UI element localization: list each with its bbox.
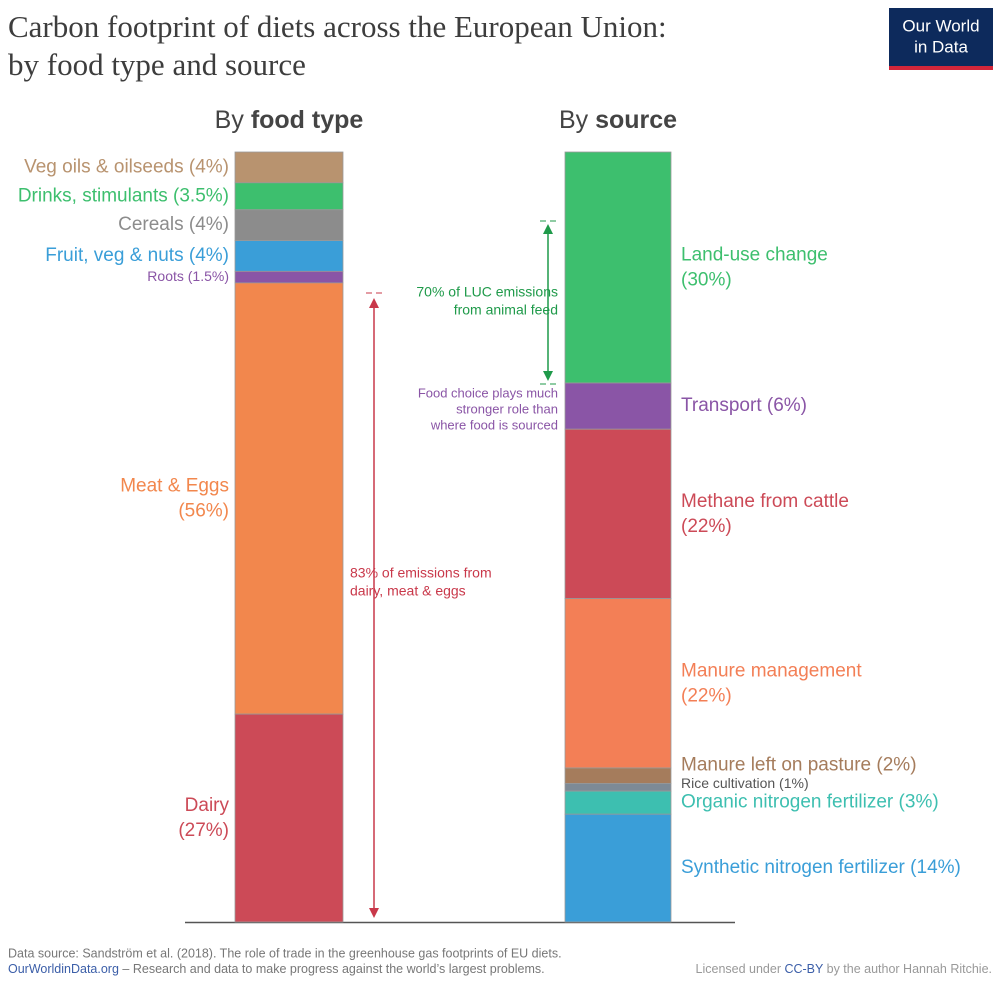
bar-segment (234, 240, 344, 272)
bar-segment (564, 151, 672, 384)
title: Carbon footprint of diets across the Eur… (8, 9, 667, 44)
segment-label: Land-use change (30%) (681, 245, 828, 291)
license-text: by the author Hannah Ritchie. (823, 962, 992, 976)
panel-heading: By food type (215, 106, 364, 134)
bar-segment (234, 270, 344, 284)
segment-label: Organic nitrogen fertilizer (3%) (681, 792, 939, 813)
segment-name: Transport (681, 395, 762, 416)
segment-label: Roots (1.5%) (147, 268, 229, 284)
animal-arrow (366, 292, 384, 918)
segment-name: Synthetic nitrogen fertilizer (681, 857, 906, 878)
bar-segment (234, 151, 344, 184)
luc-arrow (540, 220, 558, 385)
heading-emphasis: source (595, 106, 677, 134)
annotation: dairy, meat & eggs (350, 583, 466, 599)
segment-label: Drinks, stimulants (3.5%) (18, 185, 229, 206)
bar-segment (564, 813, 672, 923)
site-link[interactable]: OurWorldinData.org (8, 962, 119, 976)
segment-label: Cereals (4%) (118, 214, 229, 235)
logo-text: Our World (902, 16, 979, 35)
bar-segment (564, 790, 672, 815)
segment-value: (4%) (189, 214, 229, 235)
segment-name: Organic nitrogen fertilizer (681, 792, 894, 813)
segment-label: Synthetic nitrogen fertilizer (14%) (681, 857, 961, 878)
footer-note: OurWorldinData.org – Research and data t… (8, 962, 545, 976)
segment-value: (1%) (779, 775, 809, 791)
annotation: from animal feed (454, 302, 558, 318)
segment-name: Meat & Eggs (120, 476, 229, 497)
segment-value: (4%) (189, 245, 229, 266)
segment-label: Transport (6%) (681, 395, 807, 416)
bar-segment (234, 209, 344, 241)
heading-prefix: By (215, 106, 245, 134)
license-link[interactable]: CC-BY (784, 962, 824, 976)
bar-segment (564, 382, 672, 430)
segment-value: (22%) (681, 685, 732, 706)
segment-value: (4%) (189, 156, 229, 177)
segment-name: Fruit, veg & nuts (45, 245, 183, 266)
source: Data source: Sandström et al. (2018). Th… (8, 946, 562, 960)
license-text: Licensed under (696, 962, 785, 976)
bar-segment (234, 282, 344, 715)
segment-name: Land-use change (681, 245, 828, 266)
panel-heading: By source (559, 106, 677, 134)
segment-name: Roots (147, 268, 184, 284)
segment-label: Manure left on pasture (2%) (681, 755, 917, 776)
segment-name: Methane from cattle (681, 491, 849, 512)
segment-label: Meat & Eggs (56%) (120, 476, 229, 522)
segment-name: Cereals (118, 214, 183, 235)
segment-value: (30%) (681, 270, 732, 291)
segment-name: Veg oils & oilseeds (24, 156, 184, 177)
segment-label: Dairy (27%) (178, 795, 229, 841)
segment-value: (14%) (910, 857, 961, 878)
annotation: stronger role than (456, 401, 558, 416)
annotation: 83% of emissions from (350, 565, 492, 581)
license: Licensed under CC-BY by the author Hanna… (696, 962, 992, 976)
logo-bar (889, 66, 993, 70)
segment-label: Veg oils & oilseeds (4%) (24, 156, 229, 177)
segment-value: (27%) (178, 820, 229, 841)
bar-segment (564, 598, 672, 769)
segment-name: Manure left on pasture (681, 755, 871, 776)
segment-name: Rice cultivation (681, 775, 775, 791)
annotation: Food choice plays much (418, 385, 558, 400)
segment-value: (3.5%) (173, 185, 229, 206)
segment-name: Dairy (185, 795, 230, 816)
segment-value: (1.5%) (188, 268, 229, 284)
segment-name: Drinks, stimulants (18, 185, 168, 206)
segment-label: Rice cultivation (1%) (681, 775, 809, 791)
logo-text: in Data (914, 37, 968, 56)
bar-segment (564, 767, 672, 784)
bar-segment (234, 713, 344, 923)
segment-name: Manure management (681, 660, 862, 681)
mission: – Research and data to make progress aga… (119, 962, 545, 976)
segment-value: (56%) (178, 501, 229, 522)
annotation: 70% of LUC emissions (416, 284, 558, 300)
bar-segment (564, 783, 672, 792)
heading-emphasis: food type (251, 106, 364, 134)
annotation: where food is sourced (430, 417, 558, 432)
segment-value: (2%) (876, 755, 916, 776)
segment-value: (6%) (767, 395, 807, 416)
segment-label: Fruit, veg & nuts (4%) (45, 245, 229, 266)
title: by food type and source (8, 47, 306, 82)
bar-segment (234, 182, 344, 211)
segment-label: Manure management (22%) (681, 660, 862, 706)
heading-prefix: By (559, 106, 589, 134)
segment-value: (3%) (899, 792, 939, 813)
bar-segment (564, 428, 672, 600)
segment-value: (22%) (681, 516, 732, 537)
segment-label: Methane from cattle (22%) (681, 491, 849, 537)
logo (889, 8, 993, 70)
